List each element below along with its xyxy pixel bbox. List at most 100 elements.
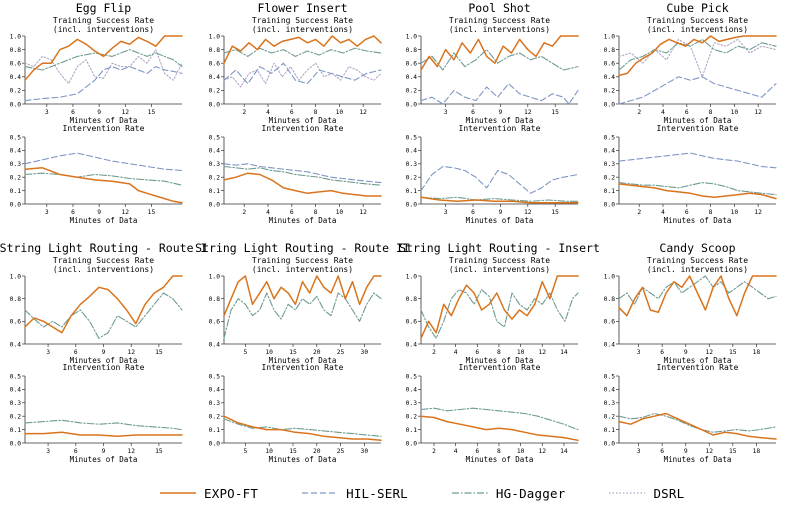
y-tick-label: 0.8 — [604, 296, 616, 303]
legend-label: DSRL — [653, 485, 685, 501]
y-tick-label: 0.0 — [604, 440, 616, 447]
panel-subtitle: (incl. interventions) — [53, 265, 154, 274]
x-tick-label: 12 — [754, 109, 762, 116]
series-line-dsrl — [24, 49, 183, 85]
series-line-expo-ft — [618, 412, 777, 440]
y-tick-label: 0.4 — [406, 74, 418, 81]
x-tick-label: 20 — [313, 349, 321, 356]
y-tick-label: 0.1 — [406, 188, 418, 195]
x-tick-label: 6 — [74, 349, 78, 356]
panel-string-light-routing-route-i-intervention-rate: Intervention Rate 0.0 0.1 0.2 0.3 0.4 0.5 3 6 9 12… — [10, 363, 183, 464]
panel-title: Egg Flip — [76, 1, 131, 15]
x-tick-label: 3 — [45, 209, 49, 216]
y-tick-label: 0.8 — [604, 47, 616, 54]
x-axis-label: Minutes of Data — [70, 455, 138, 464]
legend-swatch-hil-serl — [302, 492, 339, 494]
panel-subtitle: Intervention Rate — [459, 363, 541, 372]
x-tick-label: 15 — [289, 349, 297, 356]
panel-string-light-routing-insert-intervention-rate: Intervention Rate 0.0 0.1 0.2 0.3 0.4 0.5 2 4 6 8 1… — [406, 363, 579, 464]
x-axis-label: Minutes of Data — [70, 116, 138, 125]
x-tick-label: 6 — [660, 349, 664, 356]
y-tick-label: 1.0 — [406, 273, 418, 280]
y-tick-label: 0.4 — [209, 341, 221, 348]
legend-item-hg-dagger: HG-Dagger — [451, 486, 566, 501]
x-tick-label: 8 — [709, 209, 713, 216]
x-tick-label: 10 — [517, 448, 525, 455]
y-tick-label: 0.1 — [10, 188, 22, 195]
legend-swatch-expo-ft — [160, 492, 196, 494]
y-tick-label: 0.2 — [406, 175, 418, 182]
x-tick-label: 18 — [753, 349, 761, 356]
y-tick-label: 0.0 — [604, 201, 616, 208]
panel-subtitle: Intervention Rate — [657, 124, 739, 133]
series-line-dsrl — [618, 38, 777, 78]
x-tick-label: 25 — [337, 349, 345, 356]
x-tick-label: 4 — [454, 349, 458, 356]
x-tick-label: 12 — [122, 209, 130, 216]
x-tick-label: 15 — [148, 109, 156, 116]
series-line-hil-serl — [24, 152, 183, 172]
y-tick-label: 0.1 — [604, 427, 616, 434]
series-line-hil-serl — [24, 66, 183, 102]
x-axis-label: Minutes of Data — [664, 356, 732, 365]
x-tick-label: 30 — [361, 349, 369, 356]
x-tick-label: 4 — [266, 209, 270, 216]
y-tick-label: 0.0 — [10, 440, 22, 447]
x-tick-label: 14 — [560, 448, 568, 455]
panel-title: String Light Routing - Insert — [399, 241, 600, 255]
series-line-hg-dagger — [618, 412, 777, 433]
x-tick-label: 4 — [454, 448, 458, 455]
series-line-dsrl — [223, 62, 382, 88]
x-tick-label: 10 — [517, 349, 525, 356]
panel-pool-shot-intervention-rate: Intervention Rate 0.0 0.1 0.2 0.3 0.4 0.5 3 6 9 12… — [406, 124, 579, 225]
x-tick-label: 15 — [155, 448, 163, 455]
x-tick-label: 12 — [359, 109, 367, 116]
y-tick-label: 0.8 — [10, 296, 22, 303]
x-tick-label: 6 — [471, 209, 475, 216]
x-tick-label: 15 — [289, 448, 297, 455]
x-tick-label: 2 — [432, 349, 436, 356]
x-tick-label: 20 — [313, 448, 321, 455]
series-line-expo-ft — [223, 415, 382, 442]
panel-subtitle: Training Success Rate — [252, 16, 353, 25]
panel-subtitle: Intervention Rate — [262, 363, 344, 372]
x-tick-label: 12 — [127, 349, 135, 356]
x-tick-label: 2 — [637, 109, 641, 116]
panel-subtitle: (incl. interventions) — [252, 25, 353, 34]
y-tick-label: 0.5 — [406, 134, 418, 141]
x-tick-label: 15 — [155, 349, 163, 356]
x-tick-label: 10 — [731, 109, 739, 116]
y-tick-label: 0.4 — [209, 74, 221, 81]
x-tick-label: 10 — [265, 349, 273, 356]
y-tick-label: 1.0 — [604, 33, 616, 40]
x-tick-label: 6 — [475, 349, 479, 356]
y-tick-label: 1.0 — [406, 33, 418, 40]
series-line-hg-dagger — [24, 292, 183, 339]
series-line-expo-ft — [24, 431, 183, 438]
series-line-expo-ft — [420, 415, 579, 442]
panel-subtitle: Intervention Rate — [63, 124, 145, 133]
x-axis-label: Minutes of Data — [664, 455, 732, 464]
y-tick-label: 0.4 — [604, 387, 616, 394]
y-tick-label: 0.5 — [209, 134, 221, 141]
x-tick-label: 9 — [97, 209, 101, 216]
y-tick-label: 0.6 — [406, 319, 418, 326]
y-tick-label: 1.0 — [10, 33, 22, 40]
x-tick-label: 30 — [361, 448, 369, 455]
y-tick-label: 0.3 — [10, 161, 22, 168]
y-tick-label: 0.6 — [10, 319, 22, 326]
y-tick-label: 0.2 — [10, 175, 22, 182]
x-tick-label: 6 — [685, 109, 689, 116]
y-tick-label: 0.2 — [209, 175, 221, 182]
y-tick-label: 0.8 — [209, 296, 221, 303]
series-line-hg-dagger — [618, 182, 777, 196]
panel-subtitle: Training Success Rate — [252, 256, 353, 265]
y-tick-label: 0.8 — [209, 47, 221, 54]
x-tick-label: 5 — [244, 349, 248, 356]
legend-swatch-hg-dagger — [451, 492, 488, 494]
panel-string-light-routing-route-ii-success-rate: String Light Routing - Route IITraining … — [195, 241, 410, 365]
x-tick-label: 6 — [290, 109, 294, 116]
